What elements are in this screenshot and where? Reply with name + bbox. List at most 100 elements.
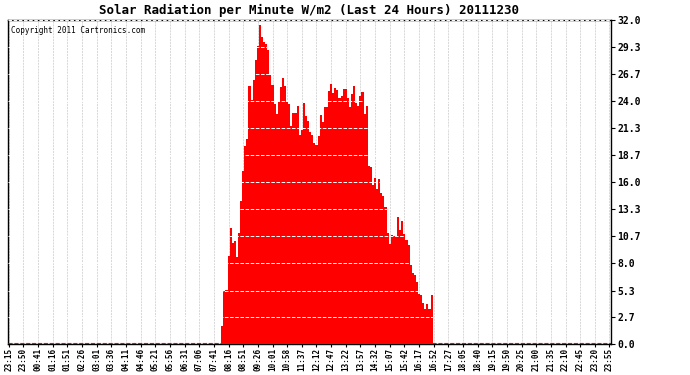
Bar	[288, 104, 290, 344]
Text: Copyright 2011 Cartronics.com: Copyright 2011 Cartronics.com	[11, 26, 145, 35]
Bar	[424, 309, 426, 344]
Bar	[248, 86, 250, 344]
Bar	[362, 92, 364, 344]
Bar	[416, 282, 418, 344]
Bar	[418, 294, 420, 344]
Bar	[397, 217, 399, 344]
Bar	[234, 241, 236, 344]
Bar	[384, 207, 386, 344]
Bar	[253, 80, 255, 344]
Bar	[232, 243, 234, 344]
Bar	[273, 104, 275, 344]
Bar	[317, 136, 319, 344]
Bar	[295, 113, 297, 344]
Bar	[303, 104, 305, 344]
Bar	[263, 42, 265, 344]
Bar	[244, 146, 246, 344]
Bar	[319, 115, 322, 344]
Bar	[278, 101, 280, 344]
Bar	[240, 201, 242, 344]
Bar	[431, 295, 433, 344]
Bar	[265, 44, 267, 344]
Bar	[267, 50, 269, 344]
Bar	[271, 85, 273, 344]
Bar	[280, 87, 282, 344]
Bar	[324, 107, 326, 344]
Bar	[372, 185, 374, 344]
Bar	[341, 96, 343, 344]
Bar	[305, 116, 307, 344]
Bar	[334, 88, 336, 344]
Bar	[290, 126, 293, 344]
Bar	[422, 303, 424, 344]
Bar	[338, 98, 341, 344]
Bar	[322, 122, 324, 344]
Bar	[284, 86, 286, 344]
Bar	[301, 130, 303, 344]
Bar	[269, 75, 271, 344]
Bar	[255, 60, 257, 344]
Bar	[391, 235, 393, 344]
Bar	[378, 178, 380, 344]
Bar	[399, 230, 401, 344]
Bar	[408, 245, 410, 344]
Bar	[242, 171, 244, 344]
Bar	[307, 121, 309, 344]
Bar	[364, 114, 366, 344]
Bar	[259, 25, 261, 344]
Bar	[343, 89, 345, 344]
Bar	[326, 107, 328, 344]
Bar	[328, 91, 330, 344]
Bar	[236, 257, 238, 344]
Bar	[370, 167, 372, 344]
Bar	[357, 106, 359, 344]
Bar	[395, 236, 397, 344]
Bar	[388, 244, 391, 344]
Bar	[345, 88, 347, 344]
Bar	[376, 189, 378, 344]
Bar	[386, 233, 388, 344]
Bar	[315, 144, 317, 344]
Bar	[257, 46, 259, 344]
Bar	[230, 228, 232, 344]
Bar	[406, 240, 408, 344]
Bar	[299, 135, 301, 344]
Bar	[238, 232, 240, 344]
Bar	[330, 84, 332, 344]
Bar	[351, 94, 353, 344]
Bar	[224, 291, 226, 344]
Bar	[420, 295, 422, 344]
Bar	[426, 304, 428, 344]
Bar	[380, 193, 382, 344]
Bar	[368, 166, 370, 344]
Bar	[393, 236, 395, 344]
Bar	[410, 265, 412, 344]
Bar	[313, 143, 315, 344]
Bar	[311, 135, 313, 344]
Bar	[401, 220, 404, 344]
Bar	[414, 275, 416, 344]
Bar	[347, 98, 349, 344]
Bar	[282, 78, 284, 344]
Bar	[250, 100, 253, 344]
Bar	[293, 113, 295, 344]
Bar	[226, 291, 228, 344]
Bar	[412, 273, 414, 344]
Bar	[261, 37, 263, 344]
Bar	[428, 309, 431, 344]
Bar	[353, 86, 355, 344]
Bar	[349, 107, 351, 344]
Bar	[221, 326, 224, 344]
Bar	[336, 90, 338, 344]
Bar	[275, 114, 278, 344]
Bar	[332, 93, 334, 344]
Bar	[355, 103, 357, 344]
Bar	[286, 102, 288, 344]
Bar	[382, 196, 384, 344]
Bar	[228, 256, 230, 344]
Bar	[374, 178, 376, 344]
Bar	[246, 139, 248, 344]
Bar	[297, 106, 299, 344]
Bar	[309, 132, 311, 344]
Bar	[366, 106, 368, 344]
